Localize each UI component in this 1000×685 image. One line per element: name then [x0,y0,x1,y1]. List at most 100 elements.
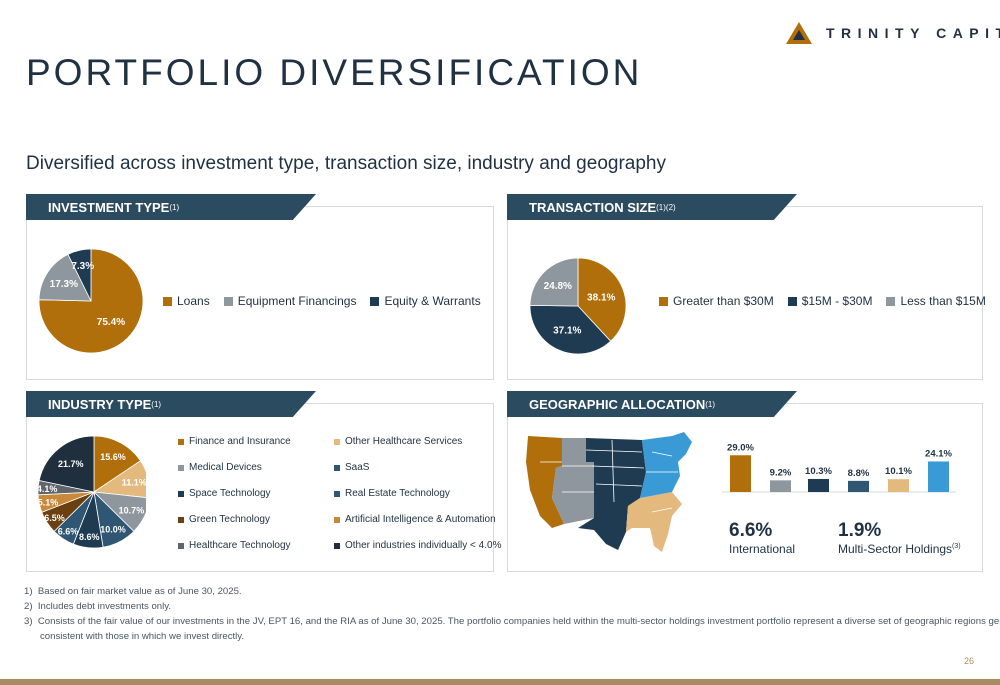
footnote-text: Based on fair market value as of June 30… [37,586,242,597]
legend-label: Other Healthcare Services [345,436,463,447]
pie-value-label-7: 5.1% [38,497,59,507]
geo-bar-4 [888,479,909,492]
geo-bar-0 [730,455,751,492]
geographic-tab: GEOGRAPHIC ALLOCATION (1) [507,391,797,417]
legend-label: Greater than $30M [673,294,774,308]
pie-value-label-1: 11.1% [122,478,146,488]
legend-swatch [787,296,797,306]
investment-type-pie-chart: 75.4% 17.3% 7.3% [38,248,144,354]
legend-swatch [370,296,380,306]
map-west-region [526,436,564,528]
geo-bar-5 [928,461,949,492]
multisector-sup: (3) [952,543,961,550]
legend-label: Space Technology [189,488,271,499]
legend-item-space: Space Technology [178,488,271,499]
pie-value-label-1: 37.1% [553,326,581,337]
legend-swatch [886,296,896,306]
legend-label: Real Estate Technology [345,488,450,499]
pie-value-label-3: 10.0% [100,524,126,534]
bottom-accent-bar [0,679,1000,685]
legend-item-real-estate: Real Estate Technology [334,488,450,499]
map-mountain-region [552,438,594,524]
map-state-lines [540,451,678,513]
us-map-illustration [526,432,692,552]
footnote-num: 1) [24,586,33,597]
legend-item-medical-devices: Medical Devices [178,462,262,473]
pie-value-label-0: 75.4% [97,317,125,328]
legend-label: Medical Devices [189,462,262,473]
transaction-size-pie-chart: 38.1% 37.1% 24.8% [529,257,627,355]
geo-bar-label-5: 24.1% [925,448,952,459]
pie-value-label-5: 6.6% [58,527,79,537]
investment-type-sup: (1) [169,202,180,212]
pie-value-label-0: 38.1% [587,292,615,303]
legend-item-finance: Finance and Insurance [178,436,291,447]
legend-item-equipment: Equipment Financings [223,294,356,308]
trinity-capital-logo: TRINITY CAPITAL [786,22,1000,44]
international-label: International [729,542,796,556]
legend-label: Green Technology [189,514,270,525]
geo-bar-label-4: 10.1% [885,466,912,477]
legend-swatch [659,296,668,306]
legend-swatch [178,464,184,471]
pie-slice-2 [67,248,92,302]
geographic-bar-chart: 29.0% 9.2% 10.3% 8.8% 10.1% 24.1% [722,442,956,493]
pie-value-label-6: 6.5% [44,513,65,523]
map-southeast-region [626,492,682,552]
footnote-num: 3) [24,616,33,627]
pie-value-label-2: 24.8% [544,281,572,292]
legend-item-other-healthcare: Other Healthcare Services [334,436,462,447]
legend-swatch [178,542,184,549]
legend-item-green: Green Technology [178,514,270,525]
pie-value-label-4: 8.6% [79,532,100,542]
legend-item-equity: Equity & Warrants [370,294,481,308]
legend-swatch [334,542,340,549]
footnote-text: Consists of the fair value of our invest… [37,616,1000,627]
geo-bar-1 [770,480,791,492]
investment-type-legend: Loans Equipment Financings Equity & Warr… [163,294,495,308]
legend-label: Less than $15M [900,294,986,308]
logo-mark-icon [786,22,812,44]
investment-type-tab: INVESTMENT TYPE (1) [26,194,316,220]
legend-swatch [163,296,172,306]
legend-label: Finance and Insurance [189,436,291,447]
multisector-value: 1.9% [838,520,882,541]
footnote-num: 2) [24,601,33,612]
legend-item-healthcare-tech: Healthcare Technology [178,540,291,551]
industry-type-sup: (1) [151,399,162,409]
map-northeast-region [640,432,692,498]
legend-swatch [334,490,340,497]
pie-slice-9 [38,435,95,493]
legend-swatch [178,438,184,445]
pie-value-label-2: 7.3% [71,261,94,272]
page-title: PORTFOLIO DIVERSIFICATION [26,52,643,93]
geo-bar-label-0: 29.0% [727,442,754,453]
legend-label: Other industries individually < 4.0% [345,540,502,551]
legend-label: $15M - $30M [801,294,873,308]
legend-item-greater-30m: Greater than $30M [659,294,774,308]
multisector-label-text: Multi-Sector Holdings [838,542,953,556]
legend-item-saas: SaaS [334,462,369,473]
industry-type-tab: INDUSTRY TYPE (1) [26,391,316,417]
transaction-size-title: TRANSACTION SIZE [529,199,657,215]
legend-item-other-industries: Other industries individually < 4.0% [334,540,501,551]
geo-bar-label-2: 10.3% [805,466,832,477]
footnote-3-cont: consistent with those in which we invest… [40,631,244,642]
pie-slice-1 [92,460,146,498]
footnote-1: 1) Based on fair market value as of June… [24,586,242,597]
geo-bar-label-3: 8.8% [848,468,870,479]
international-value: 6.6% [729,520,773,541]
legend-label: Healthcare Technology [189,540,291,551]
transaction-size-sup: (1)(2) [656,202,676,212]
legend-swatch [334,464,340,471]
multisector-label: Multi-Sector Holdings(3) [838,542,961,556]
pie-value-label-1: 17.3% [50,279,78,290]
pie-slice-1 [38,253,92,302]
geographic-title: GEOGRAPHIC ALLOCATION [529,396,706,412]
page-subtitle: Diversified across investment type, tran… [26,153,666,174]
geo-bar-2 [808,478,829,492]
legend-swatch [178,490,184,497]
legend-swatch [178,516,184,523]
transaction-size-tab: TRANSACTION SIZE (1)(2) [507,194,797,220]
footnote-2: 2) Includes debt investments only. [24,601,171,612]
